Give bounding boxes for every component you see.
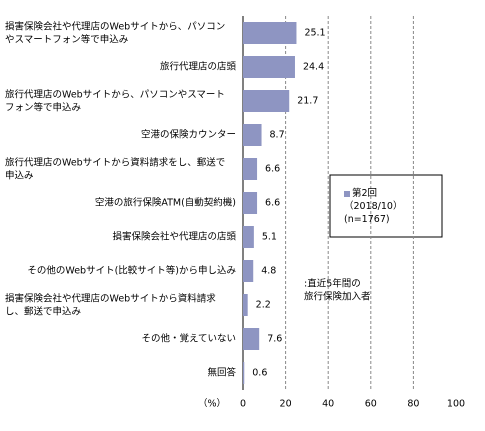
x-tick-label: 100: [447, 399, 465, 410]
bar: [243, 192, 258, 214]
value-label: 4.8: [261, 266, 276, 277]
category-label: 損害保険会社や代理店のWebサイトから、パソコンやスマートフォン等で申込み: [5, 20, 225, 45]
value-label: 6.6: [265, 164, 280, 175]
category-label: 損害保険会社や代理店のWebサイトから資料請求し、郵送で申込み: [5, 292, 216, 317]
bar: [243, 56, 295, 78]
value-label: 0.6: [252, 368, 267, 379]
bar: [243, 328, 260, 350]
category-label: 旅行代理店のWebサイトから資料請求をし、郵送で申込み: [5, 156, 225, 181]
value-label: 5.1: [262, 232, 277, 243]
category-label: 損害保険会社や代理店の店頭: [112, 231, 236, 243]
bar: [243, 90, 290, 112]
x-axis-label: （%）: [198, 398, 226, 410]
value-label: 25.1: [304, 28, 325, 39]
bar: [243, 362, 245, 384]
value-label: 21.7: [297, 96, 318, 107]
legend-swatch: [344, 191, 350, 197]
annotation: :直近5年間の旅行保険加入者: [304, 277, 371, 302]
x-tick-label: 0: [240, 399, 246, 410]
category-label: その他のWebサイト(比較サイト等)から申し込み: [27, 265, 236, 277]
value-label: 2.2: [256, 300, 271, 311]
bar: [243, 226, 254, 248]
x-tick-label: 40: [322, 399, 334, 410]
category-label: その他・覚えていない: [141, 333, 236, 345]
category-label: 無回答: [207, 367, 236, 379]
bar: [243, 124, 262, 146]
bar: [243, 22, 297, 44]
value-label: 24.4: [303, 62, 324, 73]
category-label: 旅行代理店の店頭: [160, 61, 237, 73]
category-label: 空港の保険カウンター: [141, 129, 236, 141]
value-label: 8.7: [270, 130, 285, 141]
legend-label: 第2回（2018/10）(n=1767): [344, 187, 402, 225]
category-label: 旅行代理店のWebサイトから、パソコンやスマートフォン等で申込み: [5, 88, 225, 113]
x-tick-label: 20: [280, 399, 292, 410]
legend-box: [329, 174, 443, 238]
bar: [243, 260, 254, 282]
bar: [243, 294, 248, 316]
bar: [243, 158, 258, 180]
x-tick-label: 60: [365, 399, 377, 410]
category-label: 空港の旅行保険ATM(自動契約機): [95, 197, 236, 209]
x-tick-label: 80: [407, 399, 419, 410]
value-label: 7.6: [267, 334, 282, 345]
value-label: 6.6: [265, 198, 280, 209]
